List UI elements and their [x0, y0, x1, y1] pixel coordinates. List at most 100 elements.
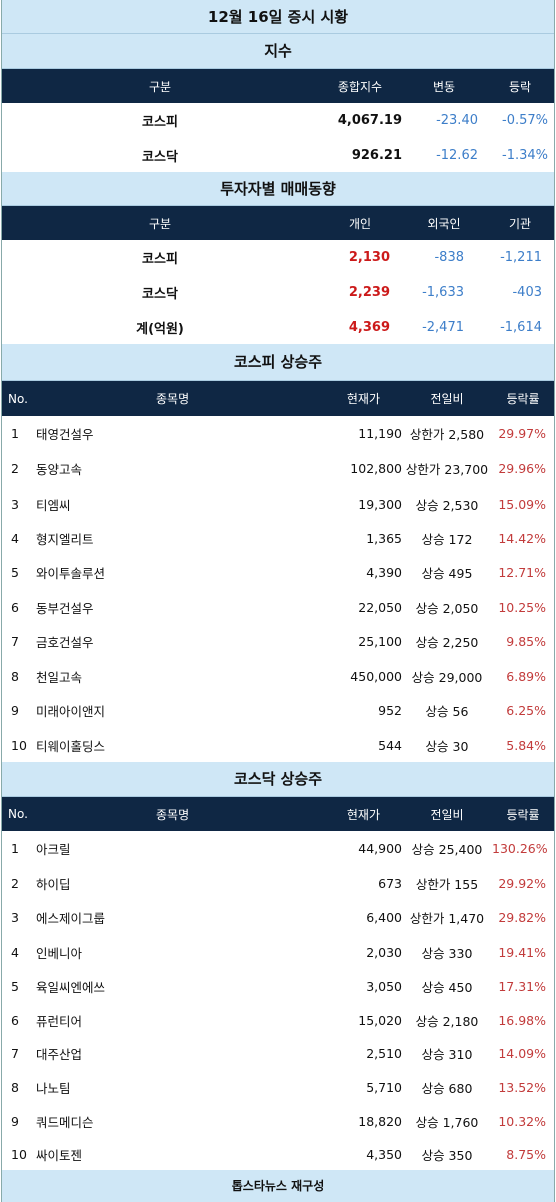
stock-name: 나노팀: [36, 1080, 71, 1096]
stock-diff: 상승 172: [421, 531, 473, 547]
stock-name: 하이딥: [36, 876, 71, 892]
header-diff: 전일비: [430, 807, 464, 822]
stock-row: 8 나노팀 5,710 상승 680 13.52%: [2, 1070, 554, 1104]
stock-price: 15,020: [358, 1012, 402, 1028]
stock-rate: 130.26%: [492, 841, 548, 856]
stock-row: 7 대주산업 2,510 상승 310 14.09%: [2, 1037, 554, 1070]
stock-name: 퓨런티어: [36, 1013, 83, 1029]
stock-diff: 상승 2,180: [415, 1013, 479, 1029]
investor-name: 코스피: [142, 252, 178, 267]
individual-value: 2,239: [348, 285, 390, 300]
stock-name: 티웨이홀딩스: [36, 738, 106, 754]
stock-diff: 상승 495: [421, 566, 473, 581]
stock-name: 미래아이앤지: [36, 704, 106, 719]
page-title: 12월 16일 증시 시황: [2, 0, 554, 34]
stock-rate: 6.89%: [506, 668, 546, 684]
stock-price: 102,800: [350, 461, 402, 476]
investor-row: 계(억원) 4,369 -2,471 -1,614: [2, 310, 554, 344]
stock-no: 9: [11, 1113, 19, 1129]
stock-rate: 8.75%: [506, 1146, 546, 1162]
stock-row: 10 티웨이홀딩스 544 상승 30 5.84%: [2, 728, 554, 762]
kosdaq-gainers-heading: 코스닥 상승주: [2, 762, 554, 797]
institution-value: -403: [512, 285, 542, 300]
stock-name: 쿼드메디슨: [36, 1114, 94, 1130]
kospi-gainers-heading: 코스피 상승주: [2, 344, 554, 381]
stock-rate: 10.32%: [498, 1113, 546, 1129]
stock-rate: 29.82%: [498, 910, 546, 925]
stock-no: 10: [11, 1146, 27, 1162]
stock-row: 6 동부건설우 22,050 상승 2,050 10.25%: [2, 590, 554, 624]
header-no: No.: [8, 807, 28, 821]
stock-rate: 15.09%: [498, 496, 546, 512]
stock-diff: 상승 680: [421, 1080, 473, 1096]
index-value: 4,067.19: [337, 113, 402, 128]
investor-table-header: 구분 개인 외국인 기관: [2, 206, 554, 240]
stock-diff: 상한가 155: [415, 876, 479, 892]
index-row: 코스피 4,067.19 -23.40 -0.57%: [2, 103, 554, 138]
stock-no: 10: [11, 737, 27, 753]
stock-row: 4 형지엘리트 1,365 상승 172 14.42%: [2, 521, 554, 555]
index-table-header: 구분 종합지수 변동 등락: [2, 69, 554, 103]
investor-name: 계(억원): [136, 321, 184, 337]
stock-diff: 상승 1,760: [415, 1114, 479, 1130]
stock-no: 1: [11, 841, 19, 856]
stock-row: 9 미래아이앤지 952 상승 56 6.25%: [2, 693, 554, 728]
index-rate: -0.57%: [502, 113, 548, 128]
stock-diff: 상승 56: [425, 704, 469, 719]
stock-name: 천일고속: [36, 669, 83, 685]
stock-row: 10 싸이토젠 4,350 상승 350 8.75%: [2, 1138, 554, 1170]
stock-rate: 5.84%: [506, 737, 546, 753]
header-category: 구분: [148, 79, 172, 94]
stock-price: 4,350: [366, 1146, 402, 1162]
stock-row: 1 아크릴 44,900 상승 25,400 130.26%: [2, 831, 554, 866]
stock-diff: 상승 330: [421, 945, 473, 961]
header-change: 변동: [432, 79, 456, 94]
index-change: -12.62: [436, 147, 478, 163]
stock-no: 1: [11, 425, 19, 441]
stock-rate: 12.71%: [498, 565, 546, 580]
header-composite-index: 종합지수: [337, 79, 383, 94]
stock-price: 2,030: [366, 944, 402, 960]
stock-no: 6: [11, 599, 19, 615]
index-name: 코스피: [142, 115, 178, 130]
foreign-value: -2,471: [422, 319, 464, 335]
stock-diff: 상한가 23,700: [405, 462, 489, 477]
investor-row: 코스피 2,130 -838 -1,211: [2, 240, 554, 275]
stock-diff: 상승 2,050: [415, 600, 479, 616]
stock-row: 8 천일고속 450,000 상승 29,000 6.89%: [2, 659, 554, 693]
stock-diff: 상승 29,000: [411, 669, 483, 685]
stock-row: 1 태영건설우 11,190 상한가 2,580 29.97%: [2, 416, 554, 450]
stock-name: 형지엘리트: [36, 531, 94, 547]
stock-rate: 14.09%: [498, 1046, 546, 1061]
index-name: 코스닥: [142, 149, 178, 165]
header-rate: 등락률: [506, 807, 540, 822]
source-footer: 톱스타뉴스 재구성: [2, 1170, 554, 1202]
stock-price: 4,390: [366, 565, 402, 580]
stock-price: 952: [378, 703, 402, 718]
stock-rate: 10.25%: [498, 599, 546, 615]
stock-rate: 29.97%: [498, 425, 546, 441]
stock-no: 4: [11, 530, 19, 546]
kosdaq-table-header: No. 종목명 현재가 전일비 등락률: [2, 797, 554, 831]
stock-rate: 19.41%: [498, 944, 546, 960]
stock-rate: 6.25%: [506, 703, 546, 718]
stock-row: 3 에스제이그룹 6,400 상한가 1,470 29.82%: [2, 900, 554, 935]
stock-price: 44,900: [358, 841, 402, 856]
stock-name: 태영건설우: [36, 426, 94, 442]
investor-row: 코스닥 2,239 -1,633 -403: [2, 275, 554, 310]
stock-price: 450,000: [350, 668, 402, 684]
investor-name: 코스닥: [142, 287, 178, 302]
header-stock-name: 종목명: [156, 807, 190, 822]
stock-no: 6: [11, 1012, 19, 1028]
header-price: 현재가: [346, 807, 380, 822]
stock-name: 와이투솔루션: [36, 566, 106, 581]
stock-no: 2: [11, 875, 19, 891]
index-row: 코스닥 926.21 -12.62 -1.34%: [2, 138, 554, 172]
stock-price: 673: [378, 875, 402, 891]
institution-value: -1,211: [500, 250, 542, 265]
investor-heading: 투자자별 매매동향: [2, 172, 554, 206]
stock-price: 22,050: [358, 599, 402, 615]
stock-no: 7: [11, 1046, 19, 1061]
stock-diff: 상한가 1,470: [409, 911, 485, 926]
stock-price: 18,820: [358, 1113, 402, 1129]
